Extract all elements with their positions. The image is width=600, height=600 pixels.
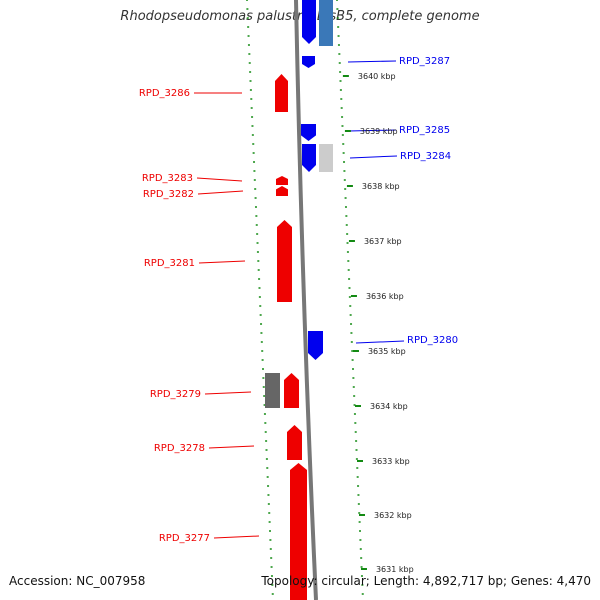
gene-feature[interactable]: [302, 56, 315, 68]
kbp-scale: 3640 kbp 3639 kbp 3638 kbp 3637 kbp 3636 kbp…: [342, 72, 414, 574]
gene-label[interactable]: RPD_3278: [154, 443, 205, 454]
gene-feature[interactable]: [301, 124, 316, 141]
gene-labels: RPD_3286 RPD_3283 RPD_3282 RPD_3281 RPD_3279…: [139, 56, 458, 544]
label-leader-line: [204, 391, 252, 395]
label-leader-line: [198, 260, 246, 264]
gene-label[interactable]: RPD_3280: [407, 335, 458, 346]
accession-text: Accession: NC_007958: [9, 574, 146, 588]
kbp-label: 3638 kbp: [362, 182, 400, 191]
gene-feature[interactable]: [265, 373, 280, 408]
gene-label[interactable]: RPD_3282: [143, 189, 194, 200]
gene-feature[interactable]: [290, 463, 307, 600]
gene-feature[interactable]: [275, 74, 288, 112]
gene-label[interactable]: RPD_3283: [142, 173, 193, 184]
label-leader-line: [348, 129, 397, 132]
gene-feature[interactable]: [302, 144, 316, 172]
kbp-label: 3631 kbp: [376, 565, 414, 574]
gene-feature[interactable]: [284, 373, 299, 408]
kbp-label: 3632 kbp: [374, 511, 412, 520]
map-title: Rhodopseudomonas palustris BisB5, comple…: [120, 9, 480, 24]
gene-feature[interactable]: [277, 220, 292, 302]
gene-label[interactable]: RPD_3285: [399, 125, 450, 136]
gene-feature[interactable]: [308, 331, 323, 360]
genome-backbone: [294, 0, 318, 600]
label-leader-line: [355, 340, 405, 344]
label-leader-line: [196, 177, 243, 182]
gene-label[interactable]: RPD_3286: [139, 88, 190, 99]
kbp-label: 3633 kbp: [372, 457, 410, 466]
gene-label[interactable]: RPD_3277: [159, 533, 210, 544]
kbp-label: 3634 kbp: [370, 402, 408, 411]
gene-feature[interactable]: [276, 176, 288, 185]
label-leader-line: [349, 155, 398, 159]
genome-summary: Topology: circular; Length: 4,892,717 bp…: [261, 574, 591, 588]
gene-feature[interactable]: [319, 0, 333, 46]
gene-label[interactable]: RPD_3279: [150, 389, 201, 400]
label-leader-line: [197, 190, 244, 195]
label-leader-line: [213, 535, 260, 539]
scale-ticks: [246, 0, 364, 595]
gene-label[interactable]: RPD_3284: [400, 151, 451, 162]
gene-label[interactable]: RPD_3281: [144, 258, 195, 269]
kbp-label: 3637 kbp: [364, 237, 402, 246]
kbp-label: 3636 kbp: [366, 292, 404, 301]
label-leader-line: [208, 445, 255, 449]
kbp-label: 3640 kbp: [358, 72, 396, 81]
label-leader-line: [347, 60, 397, 63]
gene-feature[interactable]: [319, 144, 333, 172]
gene-label[interactable]: RPD_3287: [399, 56, 450, 67]
gene-feature[interactable]: [302, 0, 316, 44]
kbp-label: 3635 kbp: [368, 347, 406, 356]
gene-features: [265, 0, 333, 600]
kbp-label: 3639 kbp: [360, 127, 398, 136]
gene-feature[interactable]: [276, 186, 288, 196]
gene-feature[interactable]: [287, 425, 302, 460]
